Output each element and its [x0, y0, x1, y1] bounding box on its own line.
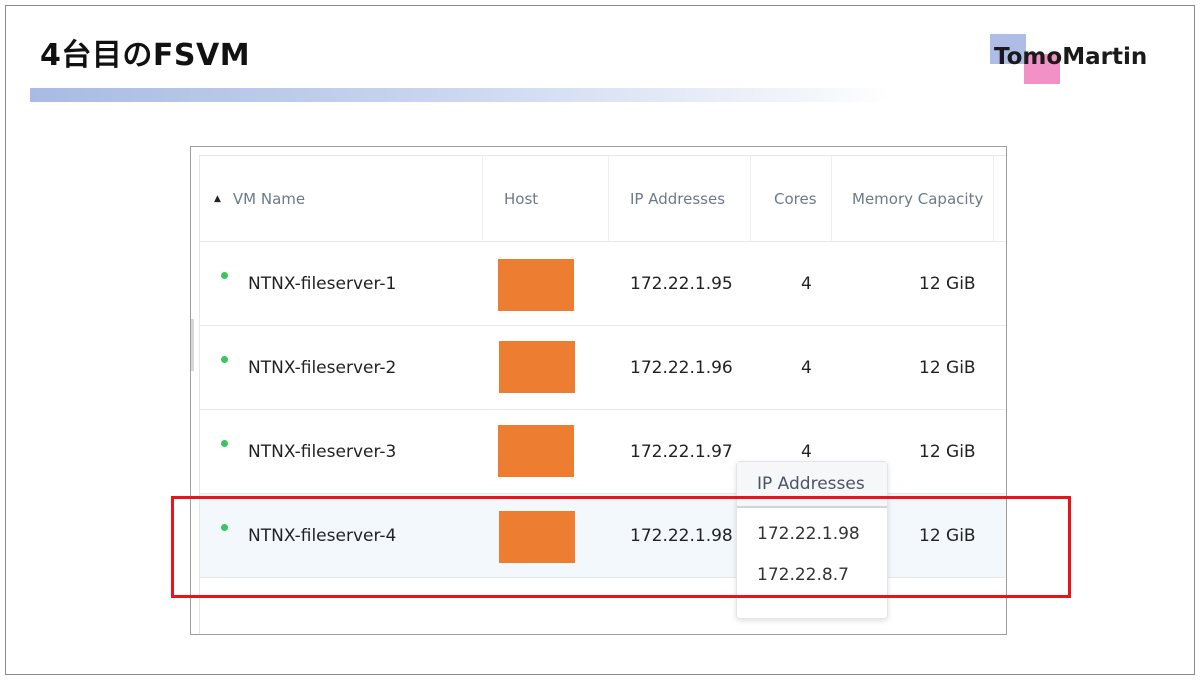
vm-name-cell[interactable]: NTNX-fileserver-2 — [248, 358, 397, 378]
column-header-host[interactable]: Host — [483, 156, 609, 242]
host-redaction-block — [499, 511, 575, 563]
table-header: ▲ VM Name Host IP Addresses Cores Memory… — [200, 156, 1006, 242]
column-label: Host — [504, 190, 539, 208]
host-redaction-block — [498, 425, 574, 477]
vm-table-screenshot: ▲ VM Name Host IP Addresses Cores Memory… — [190, 146, 1007, 635]
slide-title: 4台目のFSVM — [40, 38, 251, 73]
cores-cell: 4 — [801, 358, 812, 378]
column-header-cores[interactable]: Cores — [751, 156, 832, 242]
title-underline-bar — [30, 88, 890, 102]
column-label: Cores — [774, 190, 817, 208]
status-on-icon — [221, 356, 228, 363]
ip-cell: 172.22.1.97 — [630, 442, 733, 462]
column-header-vm-name[interactable]: ▲ VM Name — [200, 156, 483, 242]
popover-ip-item: 172.22.1.98 — [757, 523, 860, 544]
resize-handle[interactable] — [191, 319, 194, 371]
table-row[interactable]: NTNX-fileserver-2 172.22.1.96 4 12 GiB — [200, 326, 1006, 410]
column-label: VM Name — [232, 190, 306, 208]
cores-cell: 4 — [801, 442, 812, 462]
table-row[interactable]: NTNX-fileserver-1 172.22.1.95 4 12 GiB — [200, 242, 1006, 326]
vm-name-cell[interactable]: NTNX-fileserver-4 — [248, 526, 397, 546]
logo-text: TomoMartin — [994, 44, 1148, 70]
column-header-ip-addresses[interactable]: IP Addresses — [609, 156, 751, 242]
ip-cell[interactable]: 172.22.1.98 — [630, 526, 733, 546]
memory-cell: 12 GiB — [919, 358, 976, 378]
status-on-icon — [221, 440, 228, 447]
ip-cell: 172.22.1.96 — [630, 358, 733, 378]
status-on-icon — [221, 524, 228, 531]
ip-cell: 172.22.1.95 — [630, 274, 733, 294]
memory-cell: 12 GiB — [919, 526, 976, 546]
memory-cell: 12 GiB — [919, 442, 976, 462]
memory-cell: 12 GiB — [919, 274, 976, 294]
table-row[interactable]: NTNX-fileserver-3 172.22.1.97 4 12 GiB — [200, 410, 1006, 494]
logo: TomoMartin — [990, 34, 1150, 84]
host-redaction-block — [499, 341, 575, 393]
sort-ascending-icon: ▲ — [214, 194, 221, 204]
logo-pink-square — [1024, 54, 1060, 84]
column-header-memory-capacity[interactable]: Memory Capacity — [832, 156, 994, 242]
column-label: Memory Capacity — [852, 190, 984, 208]
host-redaction-block — [498, 259, 574, 311]
vm-name-cell[interactable]: NTNX-fileserver-1 — [248, 274, 397, 294]
cores-cell: 4 — [801, 274, 812, 294]
vm-name-cell[interactable]: NTNX-fileserver-3 — [248, 442, 397, 462]
logo-blue-square — [990, 34, 1026, 64]
ip-addresses-popover: IP Addresses 172.22.1.98 172.22.8.7 — [736, 461, 888, 619]
popover-ip-item: 172.22.8.7 — [757, 564, 849, 585]
column-label: IP Addresses — [630, 190, 726, 208]
popover-ip-list: 172.22.1.98 172.22.8.7 — [737, 508, 887, 595]
popover-title: IP Addresses — [737, 462, 887, 508]
status-on-icon — [221, 272, 228, 279]
vm-table: ▲ VM Name Host IP Addresses Cores Memory… — [199, 155, 1006, 634]
